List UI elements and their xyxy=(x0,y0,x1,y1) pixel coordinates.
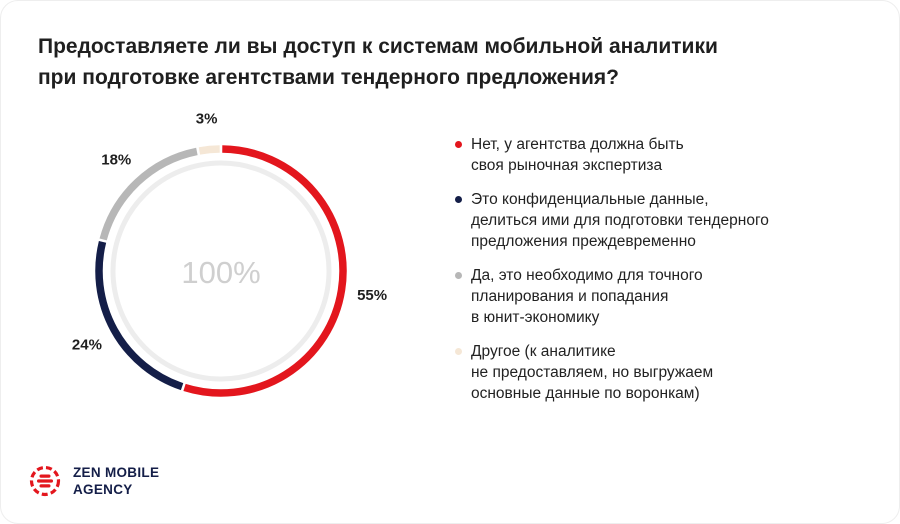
legend-label-line: делиться ими для подготовки тендерного xyxy=(471,212,769,229)
donut-arcs xyxy=(95,145,347,397)
legend-label: Да, это необходимо для точного планирован… xyxy=(471,265,875,328)
slice-label: 55% xyxy=(357,287,387,304)
legend-label: Это конфиденциальные данные, делиться ими… xyxy=(471,189,875,252)
logo-line: ZEN MOBILE xyxy=(73,465,160,480)
zen-logo-icon xyxy=(29,465,61,497)
chart-title-line: при подготовке агентствами тендерного пр… xyxy=(38,66,619,89)
slice-label: 18% xyxy=(101,151,131,168)
chart-title-line: Предоставляете ли вы доступ к системам м… xyxy=(38,35,718,58)
donut-slice xyxy=(99,147,198,241)
legend-label: Нет, у агентства должна быть своя рыночна… xyxy=(471,134,875,176)
legend-label-line: своя рыночная экспертиза xyxy=(471,157,663,174)
donut-slice xyxy=(183,145,347,397)
chart-title: Предоставляете ли вы доступ к системам м… xyxy=(38,31,798,93)
legend-label-line: Другое (к аналитике xyxy=(471,343,616,360)
legend-label-line: предложения преждевременно xyxy=(471,233,696,250)
donut-center-label: 100% xyxy=(181,255,260,290)
legend-item: Другое (к аналитике не предоставляем, но … xyxy=(455,341,875,404)
legend-item: Нет, у агентства должна быть своя рыночна… xyxy=(455,134,875,176)
legend-dot-icon xyxy=(455,141,462,148)
donut-labels: 55% 24% 18% 3% xyxy=(72,111,387,354)
legend-label-line: Да, это необходимо для точного xyxy=(471,267,703,284)
legend-item: Это конфиденциальные данные, делиться ими… xyxy=(455,189,875,252)
logo-line: AGENCY xyxy=(73,482,133,497)
legend-dot-icon xyxy=(455,272,462,279)
donut-inner-ring xyxy=(110,160,332,382)
legend-dot-icon xyxy=(455,196,462,203)
legend-label-line: Нет, у агентства должна быть xyxy=(471,136,684,153)
legend-label-line: планирования и попадания xyxy=(471,288,669,305)
legend-dot-icon xyxy=(455,348,462,355)
donut-chart: 100% 55% 24% 18% 3% xyxy=(72,111,387,397)
donut-slice xyxy=(198,145,220,155)
legend-item: Да, это необходимо для точного планирован… xyxy=(455,265,875,328)
legend-label-line: основные данные по воронкам) xyxy=(471,385,700,402)
legend-label-line: Это конфиденциальные данные, xyxy=(471,191,709,208)
legend: Нет, у агентства должна быть своя рыночна… xyxy=(455,134,875,417)
donut-slice xyxy=(95,241,184,391)
legend-label: Другое (к аналитике не предоставляем, но … xyxy=(471,341,875,404)
legend-label-line: в юнит-экономику xyxy=(471,309,600,326)
logo-wordmark: ZEN MOBILE AGENCY xyxy=(73,464,159,498)
slice-label: 3% xyxy=(196,111,218,128)
legend-label-line: не предоставляем, но выгружаем xyxy=(471,364,714,381)
slice-label: 24% xyxy=(72,337,102,354)
